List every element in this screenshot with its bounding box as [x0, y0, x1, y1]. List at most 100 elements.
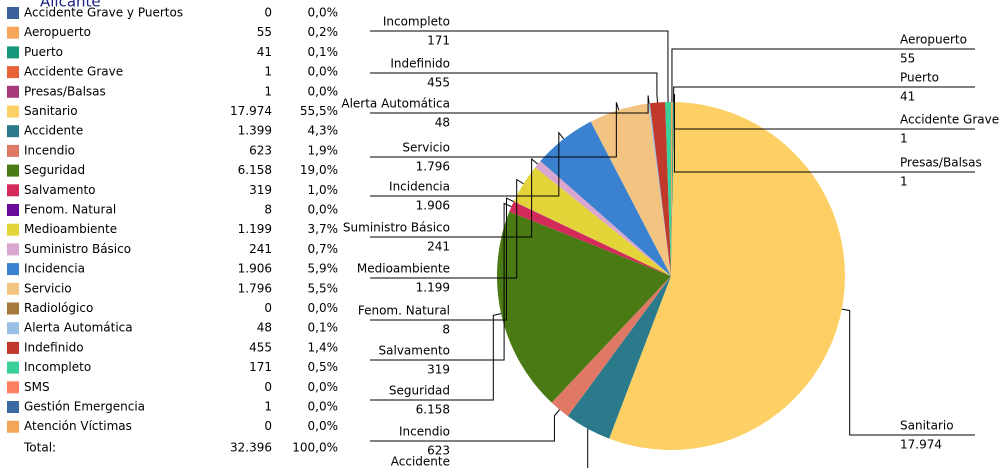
legend-value: 6.158 — [238, 163, 272, 177]
callout-value: 1.906 — [416, 199, 450, 213]
legend-label: Indefinido — [24, 340, 84, 354]
legend-swatch — [7, 144, 19, 157]
legend-value: 1.796 — [238, 281, 272, 295]
legend-percent: 0,0% — [308, 419, 339, 433]
legend-label: Accidente Grave — [24, 65, 123, 79]
pie-slice — [671, 102, 675, 276]
legend-value: 0 — [264, 380, 272, 394]
legend-label: Accidente — [24, 124, 83, 138]
legend-swatch — [7, 243, 19, 256]
legend-swatch — [7, 223, 19, 236]
legend-value: 48 — [257, 321, 272, 335]
legend-value: 17.974 — [230, 104, 272, 118]
pie-slice — [567, 276, 671, 439]
leader-line — [370, 157, 539, 238]
legend-percent: 0,0% — [308, 6, 339, 20]
total-label: Total: — [23, 441, 56, 455]
legend-value: 171 — [249, 360, 272, 374]
legend-percent: 1,0% — [308, 183, 339, 197]
legend-label: Incendio — [24, 143, 75, 157]
callout-label: Servicio — [402, 141, 450, 155]
legend-value: 55 — [257, 25, 272, 39]
legend-label: Atención Víctimas — [24, 419, 132, 433]
legend-percent: 0,7% — [308, 242, 339, 256]
callout-value: 1 — [900, 132, 908, 146]
legend-percent: 0,0% — [308, 84, 339, 98]
pie-slice — [551, 276, 671, 417]
leader-line — [370, 409, 560, 442]
legend-label: Presas/Balsas — [24, 84, 106, 98]
leader-line — [370, 131, 565, 197]
legend-percent: 0,5% — [308, 360, 339, 374]
legend-percent: 0,0% — [308, 65, 339, 79]
legend-swatch — [7, 125, 19, 138]
legend-swatch — [7, 66, 19, 79]
legend-label: Aeropuerto — [24, 25, 91, 39]
callout-value: 319 — [427, 363, 450, 377]
leader-line — [370, 95, 650, 114]
legend-value: 1.199 — [238, 222, 272, 236]
callout-label: Aeropuerto — [900, 33, 967, 47]
legend-value: 319 — [249, 183, 272, 197]
callout-value: 455 — [427, 76, 450, 90]
legend-value: 241 — [249, 242, 272, 256]
pie-slice — [513, 201, 671, 276]
callout-value: 1 — [900, 175, 908, 189]
legend-percent: 5,9% — [308, 262, 339, 276]
legend-swatch — [7, 341, 19, 354]
legend-label: Salvamento — [24, 183, 95, 197]
pie-slice — [540, 121, 671, 276]
legend-label: Accidente Grave y Puertos — [24, 6, 183, 20]
leader-line — [673, 86, 975, 103]
legend-label: Gestión Emergencia — [24, 400, 145, 414]
callout-value: 6.158 — [416, 403, 450, 417]
leader-line — [370, 313, 502, 401]
callout-value: 241 — [427, 240, 450, 254]
callout-value: 41 — [900, 90, 915, 104]
legend-swatch — [7, 361, 19, 374]
legend-swatch — [7, 282, 19, 295]
pie-slice — [590, 103, 671, 277]
pie-slice — [609, 102, 845, 450]
callout-value: 8 — [442, 323, 450, 337]
callout-value: 55 — [900, 52, 915, 66]
legend-value: 0 — [264, 419, 272, 433]
callout-label: Seguridad — [389, 384, 450, 398]
callout-value: 1.199 — [416, 281, 450, 295]
legend-percent: 0,2% — [308, 25, 339, 39]
legend-percent: 0,1% — [308, 321, 339, 335]
leader-line — [841, 308, 975, 436]
callout-label: Accidente Grave — [900, 113, 999, 127]
pie-slice — [665, 102, 671, 276]
pie-slice — [496, 211, 671, 403]
legend-swatch — [7, 184, 19, 197]
callout-value: 17.974 — [900, 438, 942, 452]
legend-label: Incidencia — [24, 262, 85, 276]
legend-label: Servicio — [24, 281, 72, 295]
pie-slice — [649, 102, 671, 277]
legend-swatch — [7, 85, 19, 98]
legend-swatch — [7, 26, 19, 39]
legend-swatch — [7, 204, 19, 216]
legend-swatch — [7, 7, 19, 19]
callout-value: 1.796 — [416, 160, 450, 174]
legend-value: 0 — [264, 301, 272, 315]
callout-value: 48 — [435, 116, 450, 130]
legend-percent: 3,7% — [308, 222, 339, 236]
chart-title: Alicante — [40, 0, 101, 11]
legend-percent: 55,5% — [300, 104, 338, 118]
leader-line — [370, 197, 514, 321]
callout-label: Incidencia — [389, 180, 450, 194]
callout-label: Medioambiente — [357, 262, 450, 276]
legend-label: Suministro Básico — [24, 242, 131, 256]
legend-swatch — [7, 302, 19, 315]
leader-line — [370, 72, 659, 103]
pie-slice — [671, 102, 673, 276]
legend-percent: 5,5% — [308, 281, 339, 295]
callout-label: Incompleto — [383, 15, 450, 29]
callout-label: Indefinido — [390, 57, 450, 71]
callout-label: Fenom. Natural — [358, 304, 450, 318]
total-value: 32.396 — [230, 441, 272, 455]
callout-label: Alerta Automática — [341, 97, 450, 111]
